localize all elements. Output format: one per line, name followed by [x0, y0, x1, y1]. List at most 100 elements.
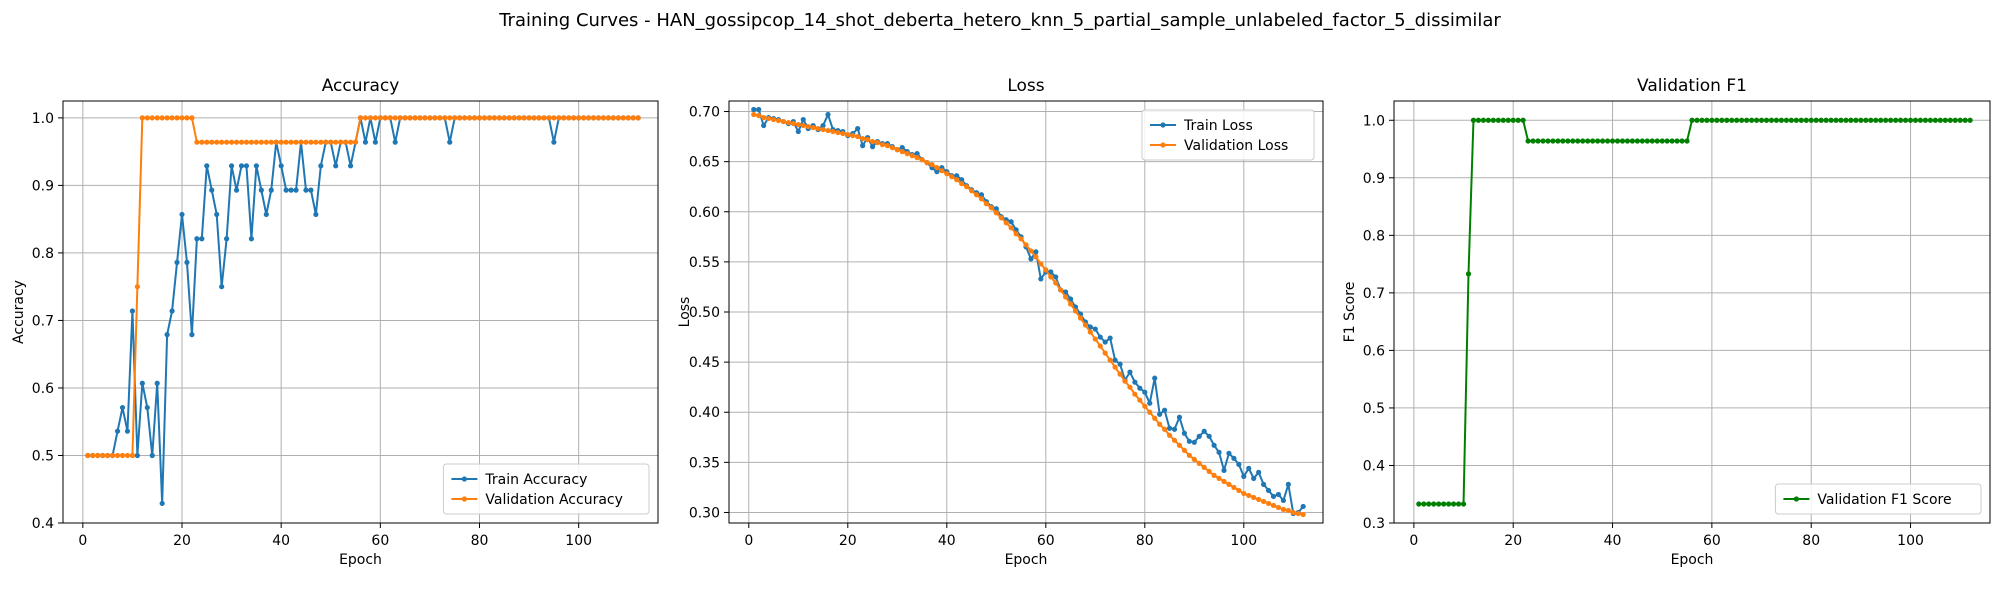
plot-frame: [1393, 100, 1991, 524]
data-point: [1957, 117, 1963, 123]
legend-label: Validation F1 Score: [1817, 492, 1951, 508]
x-tick-label: 20: [1504, 533, 1522, 549]
accuracy-title: Accuracy: [322, 76, 400, 96]
legend-swatch-marker: [461, 496, 467, 502]
data-point: [751, 106, 757, 113]
data-point: [209, 139, 215, 145]
data-point: [855, 125, 861, 132]
data-point: [1072, 308, 1079, 314]
data-point: [154, 380, 160, 386]
data-point: [333, 139, 339, 145]
data-point: [1251, 475, 1257, 481]
data-point: [1753, 117, 1760, 123]
data-point: [1028, 248, 1034, 254]
data-point: [825, 127, 831, 134]
y-tick-label: 0.4: [1363, 458, 1385, 474]
data-point: [501, 115, 507, 121]
data-point: [1008, 225, 1014, 231]
data-point: [1724, 117, 1730, 123]
y-tick-label: 0.65: [689, 155, 720, 171]
data-point: [1744, 117, 1750, 123]
data-point: [1112, 364, 1118, 370]
data-point: [934, 169, 940, 175]
data-point: [1107, 335, 1113, 341]
data-point: [1053, 280, 1059, 286]
legend-label: Train Accuracy: [484, 472, 587, 488]
data-point: [805, 123, 811, 130]
data-point: [134, 284, 140, 290]
data-point: [318, 139, 324, 145]
data-point: [585, 115, 592, 121]
figure-title: Training Curves - HAN_gossipcop_14_shot_…: [498, 10, 1501, 31]
data-point: [1853, 117, 1859, 123]
x-tick-label: 60: [1703, 533, 1721, 549]
data-point: [268, 187, 274, 193]
plot-frame: [62, 100, 659, 524]
data-point: [1053, 274, 1059, 280]
y-tick-label: 0.9: [1363, 171, 1385, 187]
data-point: [914, 151, 920, 157]
data-point: [1280, 497, 1286, 504]
data-point: [1166, 425, 1173, 431]
data-point: [1818, 117, 1824, 123]
subplots-container: 0 20 40 60 80 100 0.4 0.5 0.6 0.7 0.8 0.9 1.0 Accurac…: [11, 76, 1991, 568]
data-point: [795, 121, 801, 128]
data-point: [889, 145, 895, 151]
y-tick-label: 0.8: [1363, 228, 1385, 244]
data-point: [1142, 389, 1148, 395]
data-point: [968, 188, 975, 194]
data-point: [1644, 138, 1650, 144]
data-point: [1778, 117, 1784, 123]
data-point: [1033, 249, 1039, 255]
x-tick-label: 80: [471, 533, 489, 549]
data-point: [1018, 236, 1024, 242]
data-point: [1803, 117, 1809, 123]
data-point: [1893, 117, 1899, 123]
data-point: [1783, 117, 1789, 123]
y-tick-label: 0.70: [689, 105, 720, 121]
data-point: [1475, 117, 1482, 123]
y-tick-label: 1.0: [32, 111, 54, 127]
data-point: [904, 151, 910, 157]
data-point: [1694, 117, 1700, 123]
data-point: [590, 115, 597, 121]
data-point: [1555, 138, 1561, 144]
data-point: [1441, 501, 1447, 507]
data-point: [1624, 138, 1631, 144]
data-point: [278, 139, 284, 145]
loss-legend: Train Loss Validation Loss: [1141, 109, 1315, 161]
x-axis-label: Epoch: [1671, 552, 1714, 568]
data-point: [362, 115, 369, 121]
data-point: [1436, 501, 1442, 507]
data-point: [357, 115, 364, 121]
data-point: [1664, 138, 1670, 144]
y-tick-label: 1.0: [1363, 113, 1385, 129]
data-point: [1669, 138, 1675, 144]
data-point: [1426, 501, 1432, 507]
data-point: [209, 187, 215, 193]
data-point: [1927, 117, 1933, 123]
data-point: [442, 115, 448, 121]
data-point: [144, 115, 150, 121]
loss-series-2: [751, 111, 1306, 518]
data-point: [1166, 432, 1173, 438]
data-point: [988, 205, 994, 211]
data-point: [1196, 433, 1202, 439]
data-point: [1967, 117, 1973, 123]
validation-f1-legend: Validation F1 Score: [1774, 483, 1982, 515]
data-point: [1480, 117, 1486, 123]
y-tick-label: 0.60: [689, 205, 720, 221]
data-point: [189, 332, 195, 338]
y-tick-label: 0.5: [1363, 401, 1385, 417]
data-point: [1008, 219, 1014, 225]
data-point: [323, 139, 329, 145]
data-point: [860, 143, 866, 149]
data-point: [625, 115, 631, 121]
data-point: [506, 115, 512, 121]
data-point: [1719, 117, 1725, 123]
x-tick-label: 40: [1604, 533, 1622, 549]
legend-swatch-marker: [461, 476, 467, 482]
data-point: [283, 139, 289, 145]
data-point: [1912, 117, 1919, 123]
data-point: [119, 452, 126, 459]
